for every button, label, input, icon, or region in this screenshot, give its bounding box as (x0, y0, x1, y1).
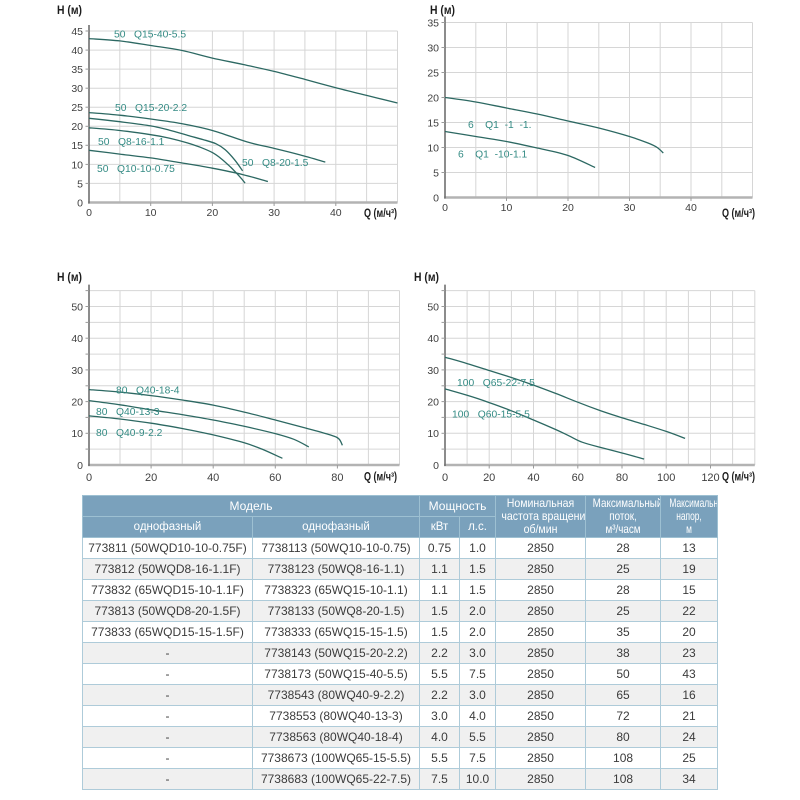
svg-text:50 Q15-20-2.2: 50 Q15-20-2.2 (115, 103, 187, 114)
svg-text:20: 20 (483, 472, 495, 484)
svg-text:H (м): H (м) (57, 5, 82, 17)
svg-text:Q (м/ч³): Q (м/ч³) (364, 208, 397, 220)
svg-text:30: 30 (427, 365, 439, 377)
svg-text:40: 40 (330, 207, 342, 219)
svg-text:H (м): H (м) (414, 272, 439, 284)
svg-text:0: 0 (86, 207, 92, 219)
svg-text:20: 20 (427, 397, 439, 409)
svg-text:20: 20 (71, 121, 83, 133)
svg-text:10: 10 (427, 428, 439, 440)
svg-text:100 Q65-22-7.5: 100 Q65-22-7.5 (457, 378, 535, 389)
svg-text:120: 120 (701, 472, 719, 484)
svg-text:10: 10 (427, 142, 439, 154)
svg-text:10: 10 (145, 207, 157, 219)
svg-text:20: 20 (427, 92, 439, 104)
svg-text:40: 40 (71, 333, 83, 345)
svg-text:20: 20 (71, 397, 83, 409)
svg-text:10: 10 (71, 159, 83, 171)
svg-text:100 Q60-15-5.5: 100 Q60-15-5.5 (452, 410, 530, 421)
svg-text:80: 80 (616, 472, 628, 484)
svg-text:0: 0 (433, 192, 439, 204)
svg-text:30: 30 (624, 202, 636, 214)
svg-text:15: 15 (427, 117, 439, 129)
svg-text:20: 20 (207, 207, 219, 219)
svg-text:50 Q8-20-1.5: 50 Q8-20-1.5 (242, 158, 309, 169)
svg-text:40: 40 (427, 333, 439, 345)
svg-text:5: 5 (433, 167, 439, 179)
svg-text:0: 0 (86, 472, 92, 484)
svg-text:25: 25 (71, 102, 83, 114)
svg-text:0: 0 (433, 460, 439, 472)
svg-text:60: 60 (269, 472, 281, 484)
svg-text:10: 10 (71, 428, 83, 440)
svg-text:0: 0 (77, 460, 83, 472)
svg-text:50 Q15-40-5.5: 50 Q15-40-5.5 (114, 30, 186, 41)
svg-text:20: 20 (562, 202, 574, 214)
svg-text:80 Q40-9-2.2: 80 Q40-9-2.2 (96, 428, 163, 439)
svg-text:20: 20 (145, 472, 157, 484)
svg-text:30: 30 (427, 42, 439, 54)
svg-text:40: 40 (685, 202, 697, 214)
svg-text:40: 40 (207, 472, 219, 484)
svg-text:Q (м/ч³): Q (м/ч³) (722, 472, 755, 484)
svg-text:10: 10 (501, 202, 513, 214)
svg-text:60: 60 (572, 472, 584, 484)
svg-text:40: 40 (71, 45, 83, 57)
svg-text:25: 25 (427, 67, 439, 79)
svg-text:35: 35 (71, 64, 83, 76)
svg-text:6 Q1 -10-1.1: 6 Q1 -10-1.1 (458, 150, 528, 161)
svg-text:40: 40 (527, 472, 539, 484)
svg-text:Q (м/ч³): Q (м/ч³) (364, 472, 397, 484)
svg-text:15: 15 (71, 140, 83, 152)
svg-text:50: 50 (427, 301, 439, 313)
svg-text:50 Q10-10-0.75: 50 Q10-10-0.75 (97, 164, 175, 175)
svg-text:30: 30 (268, 207, 280, 219)
svg-text:35: 35 (427, 17, 439, 29)
svg-text:80 Q40-13-3: 80 Q40-13-3 (96, 407, 160, 418)
svg-text:6 Q1 -1 -1.: 6 Q1 -1 -1. (468, 120, 532, 131)
svg-text:0: 0 (77, 197, 83, 209)
svg-text:H (м): H (м) (430, 5, 455, 17)
svg-text:50: 50 (71, 301, 83, 313)
svg-text:0: 0 (442, 472, 448, 484)
svg-text:0: 0 (442, 202, 448, 214)
svg-text:50 Q8-16-1.1: 50 Q8-16-1.1 (98, 137, 165, 148)
svg-text:45: 45 (71, 26, 83, 38)
svg-text:5: 5 (77, 178, 83, 190)
svg-text:30: 30 (71, 365, 83, 377)
svg-text:Q (м/ч³): Q (м/ч³) (722, 208, 755, 220)
svg-text:80: 80 (331, 472, 343, 484)
svg-text:80 Q40-18-4: 80 Q40-18-4 (116, 386, 180, 397)
svg-text:100: 100 (657, 472, 675, 484)
svg-text:H (м): H (м) (57, 272, 82, 284)
svg-text:30: 30 (71, 83, 83, 95)
